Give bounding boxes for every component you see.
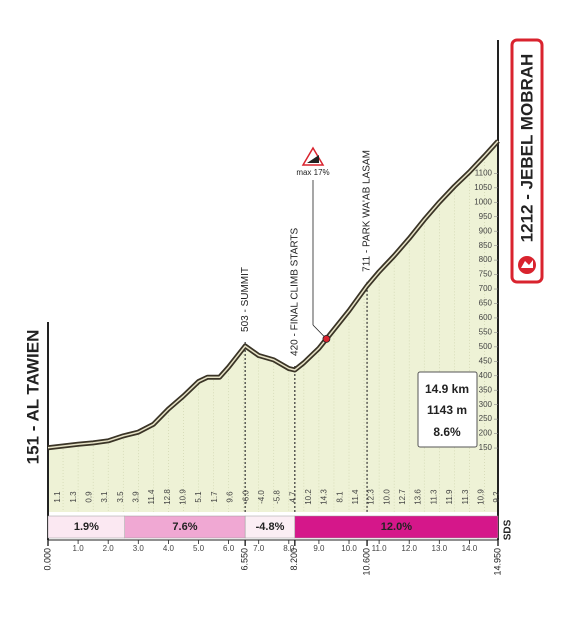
summary-distance: 14.9 km: [425, 382, 469, 396]
x-tick-label: 2.0: [103, 544, 115, 553]
gradient-label: -5.8: [273, 490, 282, 504]
gradient-label: 11.4: [351, 489, 360, 505]
gradient-label: 4.7: [288, 491, 297, 503]
x-tick-label: 12.0: [401, 544, 417, 553]
gradient-label: 11.4: [147, 489, 156, 505]
finish-box: [510, 38, 544, 284]
gradient-label: 13.6: [414, 489, 423, 505]
gradient-label: 5.1: [194, 491, 203, 503]
y-tick-label: 350: [479, 385, 493, 394]
y-tick-label: 300: [479, 400, 493, 409]
gradient-label: 1.7: [210, 491, 219, 503]
gradient-label: 12.7: [398, 489, 407, 505]
x-tick-label: 9.0: [313, 544, 325, 553]
gradient-label: 9.2: [492, 491, 501, 503]
gradient-label: 10.2: [304, 489, 313, 505]
gradient-label: 11.3: [461, 489, 470, 505]
y-tick-label: 950: [479, 212, 493, 221]
gradient-label: 8.1: [335, 491, 344, 503]
gradient-label: -4.0: [257, 490, 266, 504]
max-gradient-point: [322, 334, 331, 343]
segment-label: 12.0%: [381, 521, 412, 533]
y-tick-label: 450: [479, 356, 493, 365]
gradient-label: 11.9: [445, 489, 454, 505]
gradient-label: 12.3: [367, 489, 376, 505]
gradient-label: 3.9: [132, 491, 141, 503]
x-tick-label: 6.0: [223, 544, 235, 553]
gradient-label: 10.9: [476, 489, 485, 505]
y-tick-label: 400: [479, 371, 493, 380]
x-tick-label: 7.0: [253, 544, 265, 553]
x-tick-label: 14.0: [462, 544, 478, 553]
x-tick-label: 5.0: [193, 544, 205, 553]
segment-label: 7.6%: [172, 521, 197, 533]
segment-label: 1.9%: [74, 521, 99, 533]
y-tick-label: 900: [479, 226, 493, 235]
gradient-label: 3.5: [116, 491, 125, 503]
finish-label: 1212 - JEBEL MOBRAH: [517, 54, 536, 243]
summary-gradient: 8.6%: [433, 425, 461, 439]
finish-icon-mountain: [521, 260, 533, 268]
max-gradient-label: max 17%: [296, 168, 329, 177]
gradient-label: 3.1: [100, 491, 109, 503]
y-tick-label: 750: [479, 270, 493, 279]
x-tick-label: 4.0: [163, 544, 175, 553]
y-tick-label: 1050: [474, 183, 492, 192]
x-tick-label: 13.0: [432, 544, 448, 553]
y-tick-label: 200: [479, 429, 493, 438]
y-tick-label: 250: [479, 414, 493, 423]
gradient-label: 14.3: [320, 489, 329, 505]
max-gradient-icon-slope: [307, 155, 319, 163]
y-tick-label: 1100: [475, 168, 493, 177]
key-point-label: 0.000: [42, 548, 52, 571]
gradient-label: 1.1: [53, 491, 62, 503]
x-tick-label: 11.0: [372, 544, 388, 553]
segment-bar: [294, 515, 499, 539]
x-tick-label: 8.0: [283, 544, 295, 553]
gradient-label: 10.0: [382, 489, 391, 505]
key-point-label: 10.600: [361, 548, 371, 576]
annotation-label: 420 - FINAL CLIMB STARTS: [289, 227, 300, 356]
gradient-label: 10.9: [179, 489, 188, 505]
gradient-label: 0.9: [84, 491, 93, 503]
key-point-label: 14.950: [492, 548, 502, 576]
gradient-label: 1.3: [69, 491, 78, 503]
key-point-label: 8.200: [289, 548, 299, 571]
x-tick-label: 10.0: [341, 544, 357, 553]
segment-label: -4.8%: [256, 521, 285, 533]
y-tick-label: 550: [479, 328, 493, 337]
annotation-label: 503 - SUMMIT: [240, 267, 251, 332]
summary-climb: 1143 m: [427, 403, 467, 417]
key-point-label: 6.550: [240, 548, 250, 571]
footer: SDS: [503, 519, 514, 540]
gradient-label: 12.8: [163, 489, 172, 505]
gradient-label: 9.6: [226, 491, 235, 503]
profile-line-inner: [47, 140, 499, 449]
x-tick-label: 1.0: [73, 544, 85, 553]
y-tick-label: 850: [479, 241, 493, 250]
y-tick-label: 800: [479, 255, 493, 264]
summary-box: [417, 371, 478, 448]
start-label: 151 - AL TAWIEN: [23, 330, 42, 465]
y-tick-label: 600: [479, 313, 493, 322]
x-tick-label: 3.0: [133, 544, 145, 553]
gradient-label: 11.3: [429, 489, 438, 505]
profile-fill: [48, 140, 498, 513]
y-tick-label: 700: [479, 284, 493, 293]
y-tick-label: 1000: [474, 197, 492, 206]
y-tick-label: 650: [479, 299, 493, 308]
y-tick-label: 500: [479, 342, 493, 351]
y-tick-label: 150: [479, 443, 493, 452]
annotation-label: 711 - PARK WA'AB LASAM: [362, 150, 373, 272]
gradient-label: -6.0: [241, 490, 250, 504]
